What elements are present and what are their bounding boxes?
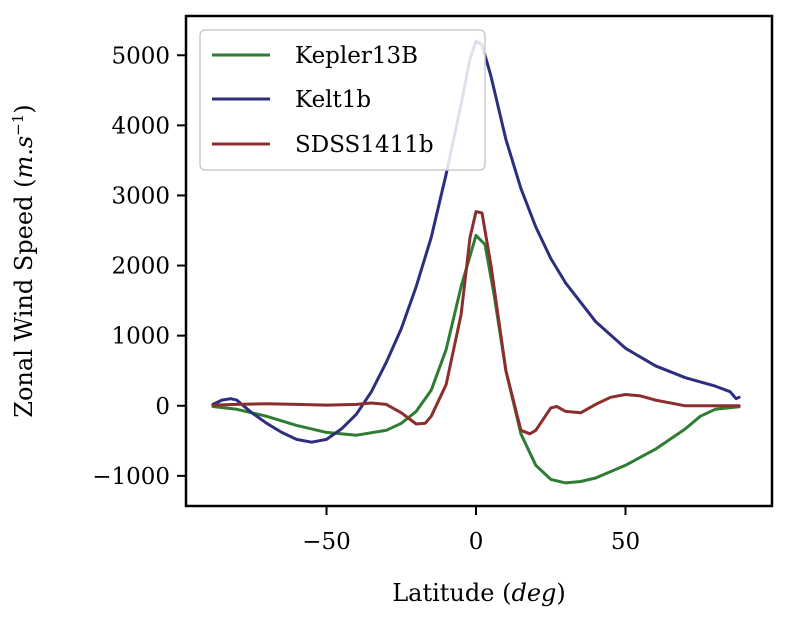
x-tick-label: 0 xyxy=(469,529,484,555)
legend-label-kepler13b: Kepler13B xyxy=(295,43,418,69)
legend-label-kelt1b: Kelt1b xyxy=(295,87,371,113)
legend-label-sdss1411b: SDSS1411b xyxy=(295,132,434,158)
y-axis-label-unit-s: s xyxy=(10,136,38,148)
x-tick-label: −50 xyxy=(302,529,351,555)
y-tick-label: 0 xyxy=(155,394,170,420)
y-axis-label-dot: . xyxy=(10,148,38,156)
y-tick-label: 1000 xyxy=(111,324,170,350)
y-axis-label: Zonal Wind Speed (m.s−1) xyxy=(9,104,38,417)
y-tick-label: 4000 xyxy=(111,113,170,139)
y-tick-label: 3000 xyxy=(111,183,170,209)
y-axis-label-unit-m: m xyxy=(10,156,38,179)
x-axis-label-close: ) xyxy=(556,579,565,607)
series-line-kepler13b xyxy=(211,233,741,485)
x-axis-ticks: −50 0 50 xyxy=(302,506,640,555)
legend: Kepler13B Kelt1b SDSS1411b xyxy=(199,29,486,171)
y-tick-label: 2000 xyxy=(111,254,170,280)
series-line-sdss1411b xyxy=(211,210,741,436)
x-tick-label: 50 xyxy=(611,529,640,555)
x-axis-label-unit: deg xyxy=(511,579,556,607)
x-axis-label: Latitude (deg) xyxy=(392,579,566,607)
y-tick-label: −1000 xyxy=(92,464,170,490)
x-axis-label-text: Latitude ( xyxy=(392,579,511,607)
y-axis-label-close: ) xyxy=(10,104,38,113)
y-axis-label-text: Zonal Wind Speed ( xyxy=(10,179,38,418)
y-axis-ticks: −1000 0 1000 2000 3000 4000 5000 xyxy=(92,43,186,490)
legend-box xyxy=(199,29,486,171)
y-axis-label-exponent: −1 xyxy=(9,114,27,136)
y-tick-label: 5000 xyxy=(111,43,170,69)
